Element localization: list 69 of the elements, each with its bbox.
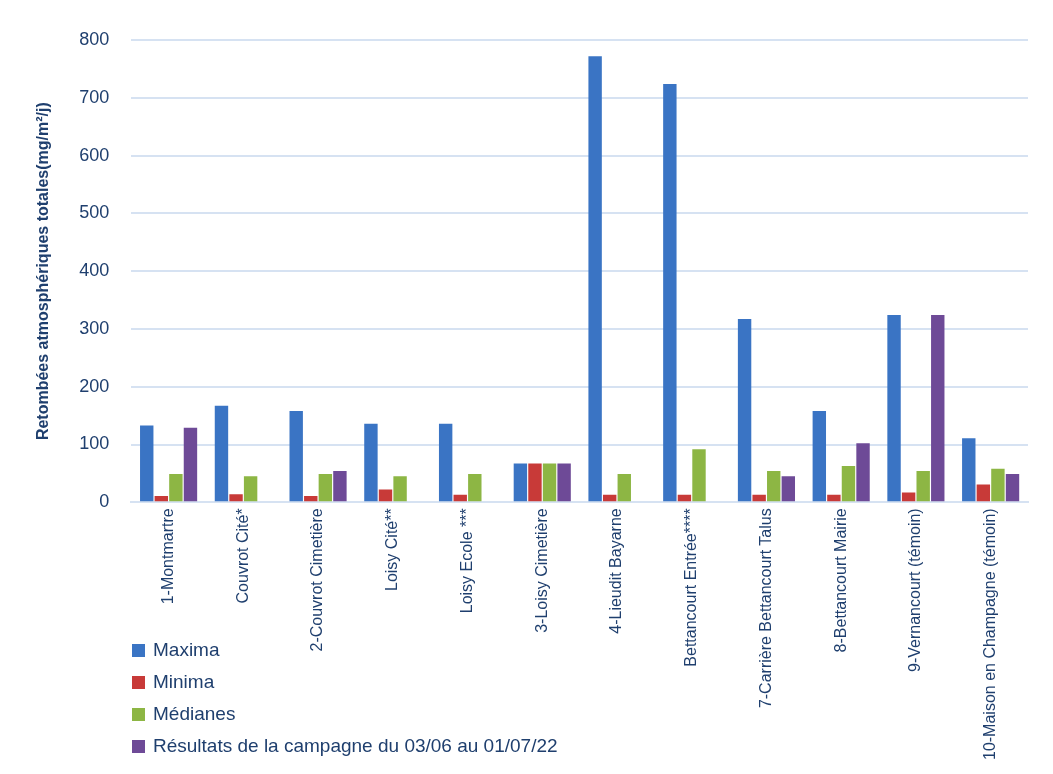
y-tick-label: 300 [79, 317, 110, 338]
bar [542, 463, 557, 502]
bar [901, 492, 916, 502]
bar [827, 494, 841, 502]
bar [1005, 474, 1020, 502]
bar [737, 319, 752, 502]
bar [752, 494, 766, 502]
x-tick-label: Loisy Cité** [383, 508, 401, 592]
bar [243, 476, 258, 502]
x-tick-label: Couvrot Cité* [233, 508, 251, 604]
bar [140, 425, 154, 502]
bar [976, 484, 991, 502]
bar [617, 474, 631, 502]
x-tick-label: 4-Lieudit Bayarne [607, 508, 625, 634]
bar [602, 494, 617, 502]
x-tick-label: 2-Couvrot Cimetière [308, 508, 326, 652]
x-tick-label: Bettancourt Entrée**** [682, 508, 700, 667]
legend-label: Minima [153, 671, 215, 693]
x-tick-label: Loisy Ecole *** [457, 508, 475, 614]
bar [393, 476, 407, 502]
x-tick-label: 1-Montmartre [159, 508, 176, 605]
bar [304, 495, 318, 502]
bar [692, 449, 706, 502]
y-tick-label: 0 [99, 491, 110, 512]
y-tick-label: 600 [79, 144, 110, 165]
bar [962, 438, 976, 502]
bar [767, 471, 781, 502]
bar [677, 494, 692, 502]
bar [378, 489, 393, 502]
bar [289, 411, 303, 502]
bar [318, 474, 333, 502]
bar [183, 427, 198, 502]
x-tick-label: 9-Vernancourt (témoin) [906, 508, 924, 672]
y-tick-label: 100 [79, 433, 110, 454]
bar [916, 471, 930, 502]
y-tick-label: 700 [79, 86, 110, 107]
y-tick-label: 400 [79, 260, 110, 281]
bar [841, 465, 856, 502]
legend-label: Résultats de la campagne du 03/06 au 01/07/22 [153, 735, 558, 757]
bar [931, 315, 945, 502]
bar [333, 471, 347, 502]
bar [887, 315, 901, 502]
bar [781, 476, 796, 502]
legend-label: Maxima [153, 639, 220, 661]
bar [229, 494, 243, 502]
x-tick-label: 10-Maison en Champagne (témoin) [981, 508, 999, 760]
bar [438, 423, 453, 502]
bar [169, 474, 183, 502]
y-axis-title: Retombées atmosphériques totales(mg/m²/j) [34, 102, 52, 441]
y-tick-label: 200 [79, 375, 110, 396]
bar [154, 495, 169, 502]
y-tick-label: 800 [79, 28, 110, 49]
bar [468, 474, 482, 502]
bar [588, 56, 602, 502]
bar [214, 405, 229, 502]
bar [513, 463, 528, 502]
bar [557, 463, 571, 502]
bar [856, 443, 870, 502]
x-tick-label: 3-Loisy Cimetière [532, 508, 550, 633]
bar [991, 468, 1005, 502]
x-tick-label: 8-Bettancourt Mairie [831, 508, 849, 653]
bar [453, 494, 467, 502]
bar [812, 411, 827, 502]
x-tick-label: 7-Carrière Bettancourt Talus [756, 508, 774, 709]
legend-label: Médianes [153, 703, 236, 725]
y-tick-label: 500 [79, 202, 110, 223]
bar [663, 83, 677, 502]
bar [528, 463, 542, 502]
bar [364, 423, 378, 502]
